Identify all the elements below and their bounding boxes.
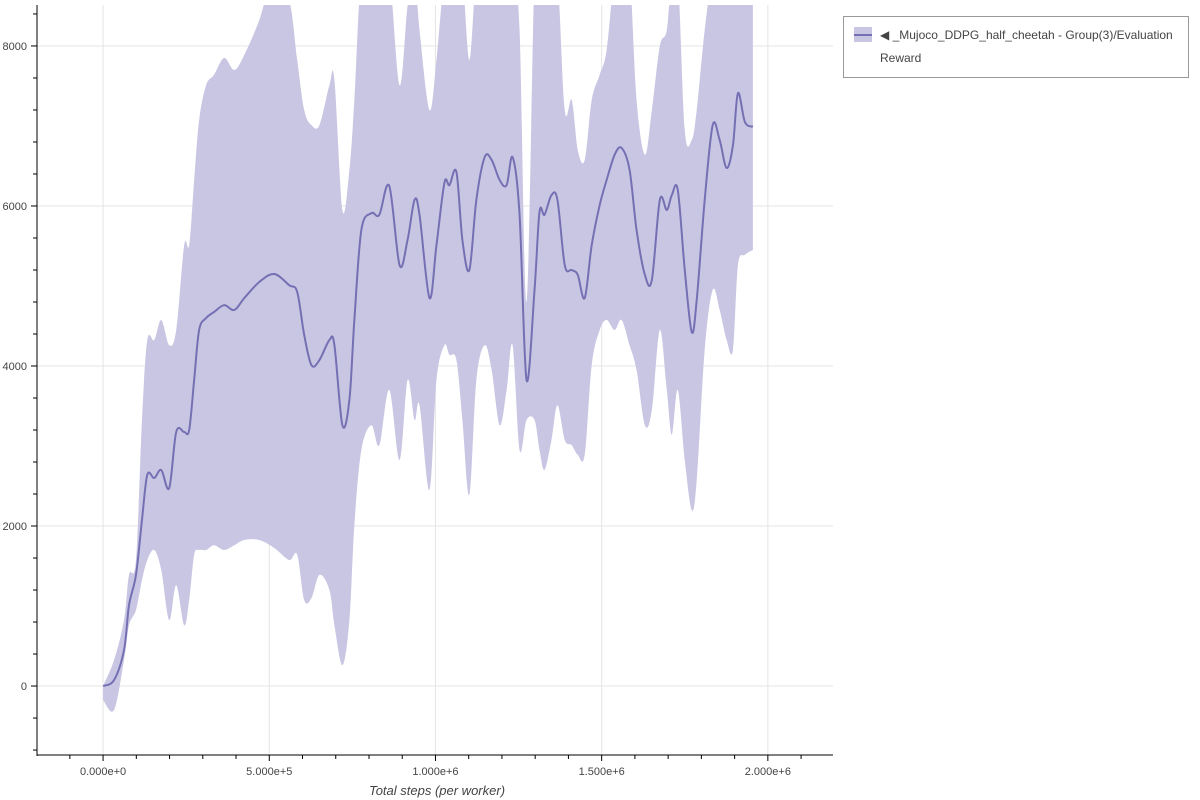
y-tick-label: 0 (21, 681, 27, 693)
legend-label[interactable]: ◀ _Mujoco_DDPG_half_cheetah - Group(3)/E… (880, 28, 1173, 42)
confidence-band (103, 5, 753, 712)
x-tick-label: 1.000e+6 (412, 766, 458, 778)
x-tick-label: 2.000e+6 (745, 766, 791, 778)
x-tick-label: 1.500e+6 (579, 766, 625, 778)
x-axis-label: Total steps (per worker) (369, 783, 505, 798)
y-tick-label: 6000 (3, 201, 27, 213)
y-tick-label: 8000 (3, 41, 27, 53)
y-tick-label: 4000 (3, 361, 27, 373)
mean-line (102, 92, 754, 687)
legend[interactable]: ◀ _Mujoco_DDPG_half_cheetah - Group(3)/E… (843, 16, 1189, 78)
legend-swatch (854, 27, 872, 42)
y-tick-label: 2000 (3, 521, 27, 533)
axes: 0.000e+0 5.000e+5 1.000e+6 1.500e+6 2.000e+6… (3, 5, 833, 778)
x-tick-label: 5.000e+5 (246, 766, 292, 778)
legend-label-continued: Reward (880, 51, 922, 65)
x-tick-label: 0.000e+0 (80, 766, 126, 778)
